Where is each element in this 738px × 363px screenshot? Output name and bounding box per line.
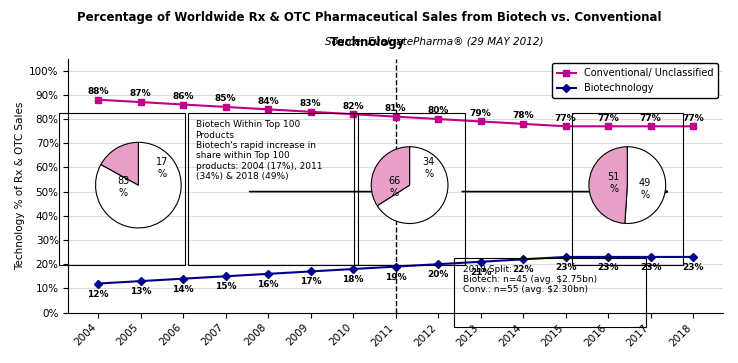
Line: Conventional/ Unclassified: Conventional/ Unclassified	[94, 96, 697, 130]
Conventional/ Unclassified	[391, 114, 400, 119]
Text: 23%: 23%	[598, 263, 619, 272]
Biotechnology	[562, 255, 570, 259]
Text: 80%: 80%	[427, 106, 449, 115]
Conventional/ Unclassified	[562, 124, 570, 129]
Text: Biotech Within Top 100
Products
Biotech's rapid increase in
share within Top 100: Biotech Within Top 100 Products Biotech'…	[196, 120, 322, 181]
Conventional/ Unclassified	[94, 98, 103, 102]
Text: 22%: 22%	[512, 265, 534, 274]
Y-axis label: Technology % of Rx & OTC Sales: Technology % of Rx & OTC Sales	[15, 101, 25, 270]
Wedge shape	[589, 147, 627, 224]
Text: 23%: 23%	[555, 263, 576, 272]
Conventional/ Unclassified	[137, 100, 145, 104]
Text: 2018 Split:
Biotech: n=45 (avg. $2.75bn)
Conv.: n=55 (avg. $2.30bn): 2018 Split: Biotech: n=45 (avg. $2.75bn)…	[463, 265, 597, 294]
Conventional/ Unclassified	[646, 124, 655, 129]
Text: 20%: 20%	[427, 270, 449, 279]
Biotechnology	[179, 277, 187, 281]
Line: Biotechnology: Biotechnology	[95, 254, 696, 286]
Text: 23%: 23%	[683, 263, 704, 272]
Wedge shape	[377, 147, 448, 224]
Text: 78%: 78%	[512, 111, 534, 120]
Biotechnology	[221, 274, 230, 278]
Conventional/ Unclassified	[179, 102, 187, 107]
Conventional/ Unclassified	[476, 119, 485, 124]
Text: 49
%: 49 %	[638, 178, 651, 200]
Text: 18%: 18%	[342, 275, 364, 284]
Text: 16%: 16%	[258, 280, 279, 289]
Wedge shape	[625, 147, 666, 224]
Biotechnology	[689, 255, 697, 259]
Conventional/ Unclassified	[689, 124, 697, 129]
Text: 14%: 14%	[173, 285, 194, 294]
Conventional/ Unclassified	[519, 122, 528, 126]
Conventional/ Unclassified	[604, 124, 613, 129]
Legend: Conventional/ Unclassified, Biotechnology: Conventional/ Unclassified, Biotechnolog…	[552, 64, 718, 98]
Text: 79%: 79%	[470, 109, 492, 118]
Text: 17
%: 17 %	[156, 157, 168, 179]
Biotechnology	[94, 281, 103, 286]
Text: 83
%: 83 %	[117, 176, 129, 198]
Text: 77%: 77%	[683, 114, 704, 123]
Text: 17%: 17%	[300, 277, 322, 286]
Conventional/ Unclassified	[306, 110, 315, 114]
Biotechnology	[604, 255, 613, 259]
Wedge shape	[96, 142, 181, 228]
Text: 15%: 15%	[215, 282, 236, 291]
Text: Technology: Technology	[330, 36, 408, 49]
Wedge shape	[101, 142, 139, 185]
Biotechnology	[646, 255, 655, 259]
Conventional/ Unclassified	[263, 107, 272, 111]
Biotechnology	[519, 257, 528, 261]
Text: 84%: 84%	[258, 97, 279, 106]
Text: 21%: 21%	[470, 268, 492, 277]
Text: 87%: 87%	[130, 89, 151, 98]
Text: 19%: 19%	[385, 273, 407, 282]
Text: 13%: 13%	[130, 287, 151, 296]
Text: 82%: 82%	[342, 102, 364, 111]
Text: 81%: 81%	[385, 104, 407, 113]
Text: 77%: 77%	[597, 114, 619, 123]
Text: 86%: 86%	[173, 92, 194, 101]
Text: Source: EvaluatePharma® (29 MAY 2012): Source: EvaluatePharma® (29 MAY 2012)	[325, 36, 543, 46]
Text: 85%: 85%	[215, 94, 236, 103]
Text: 51
%: 51 %	[607, 172, 620, 194]
Text: 66
%: 66 %	[388, 176, 400, 198]
Biotechnology	[137, 279, 145, 283]
Conventional/ Unclassified	[349, 112, 358, 117]
Text: 77%: 77%	[555, 114, 576, 123]
Biotechnology	[391, 264, 400, 269]
Text: 34
%: 34 %	[423, 157, 435, 179]
Text: Percentage of Worldwide Rx & OTC Pharmaceutical Sales from Biotech vs. Conventio: Percentage of Worldwide Rx & OTC Pharmac…	[77, 11, 661, 24]
Text: 12%: 12%	[87, 290, 109, 299]
Text: 88%: 88%	[87, 87, 109, 96]
Wedge shape	[371, 147, 410, 206]
Text: 23%: 23%	[640, 263, 661, 272]
Text: 77%: 77%	[640, 114, 661, 123]
Biotechnology	[263, 272, 272, 276]
Conventional/ Unclassified	[434, 117, 443, 121]
Biotechnology	[434, 262, 443, 266]
Biotechnology	[476, 260, 485, 264]
Text: 83%: 83%	[300, 99, 322, 108]
Biotechnology	[349, 267, 358, 271]
Conventional/ Unclassified	[221, 105, 230, 109]
Biotechnology	[306, 269, 315, 274]
